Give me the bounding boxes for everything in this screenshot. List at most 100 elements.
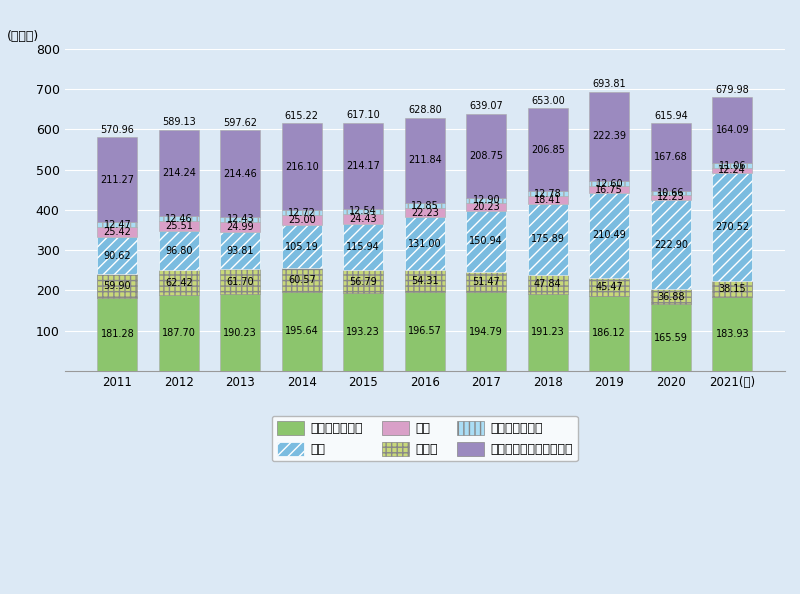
Text: 165.59: 165.59	[654, 333, 688, 343]
Bar	[159, 216, 199, 221]
Text: 167.68: 167.68	[654, 152, 688, 162]
Text: 24.99: 24.99	[226, 222, 254, 232]
Bar	[405, 217, 445, 270]
Bar	[712, 97, 752, 163]
Text: 270.52: 270.52	[715, 222, 750, 232]
Text: 214.17: 214.17	[346, 160, 380, 170]
Text: 12.78: 12.78	[534, 189, 562, 199]
Text: 222.90: 222.90	[654, 239, 688, 249]
Bar	[712, 168, 752, 173]
Bar	[650, 200, 690, 289]
Bar	[528, 294, 568, 371]
Text: 194.79: 194.79	[470, 327, 503, 337]
Text: 93.81: 93.81	[226, 245, 254, 255]
Bar	[159, 270, 199, 295]
Text: 216.10: 216.10	[285, 162, 318, 172]
Bar	[220, 232, 260, 270]
Bar	[343, 208, 383, 214]
Text: 60.57: 60.57	[288, 275, 316, 285]
Text: 12.90: 12.90	[473, 195, 500, 206]
Text: 24.43: 24.43	[350, 214, 377, 224]
Bar	[405, 270, 445, 292]
Text: 62.42: 62.42	[165, 278, 193, 287]
Bar	[528, 274, 568, 294]
Text: 150.94: 150.94	[470, 236, 503, 247]
Bar	[98, 222, 138, 227]
Text: 90.62: 90.62	[103, 251, 131, 261]
Bar	[405, 203, 445, 208]
Bar	[220, 222, 260, 232]
Text: 131.00: 131.00	[408, 239, 442, 248]
Bar	[466, 211, 506, 272]
Bar	[220, 217, 260, 222]
Bar	[282, 210, 322, 216]
Bar	[220, 294, 260, 371]
Text: 570.96: 570.96	[100, 125, 134, 135]
Bar	[466, 272, 506, 292]
Bar	[159, 295, 199, 371]
Text: 617.10: 617.10	[346, 110, 380, 120]
Bar	[405, 208, 445, 217]
Bar	[282, 226, 322, 268]
Bar	[466, 203, 506, 211]
Bar	[220, 131, 260, 217]
Bar	[712, 282, 752, 297]
Text: 12.54: 12.54	[350, 206, 377, 216]
Bar	[712, 163, 752, 168]
Bar	[343, 223, 383, 270]
Text: 12.43: 12.43	[226, 214, 254, 224]
Text: 615.94: 615.94	[654, 110, 688, 121]
Bar	[282, 268, 322, 292]
Bar	[405, 292, 445, 371]
Bar	[650, 304, 690, 371]
Text: 628.80: 628.80	[408, 106, 442, 115]
Bar	[282, 216, 322, 226]
Bar	[405, 118, 445, 203]
Bar	[159, 221, 199, 231]
Text: 679.98: 679.98	[715, 85, 749, 95]
Text: 10.66: 10.66	[657, 188, 685, 198]
Bar	[282, 292, 322, 371]
Text: 12.24: 12.24	[718, 165, 746, 175]
Text: 12.23: 12.23	[657, 192, 685, 203]
Text: 12.47: 12.47	[103, 220, 131, 230]
Text: 186.12: 186.12	[593, 328, 626, 339]
Text: 115.94: 115.94	[346, 242, 380, 252]
Text: 187.70: 187.70	[162, 328, 196, 338]
Bar	[343, 214, 383, 223]
Bar	[466, 114, 506, 198]
Bar	[712, 173, 752, 282]
Text: 589.13: 589.13	[162, 118, 196, 127]
Bar	[590, 277, 630, 296]
Text: 211.27: 211.27	[100, 175, 134, 185]
Text: 210.49: 210.49	[593, 230, 626, 241]
Bar	[466, 292, 506, 371]
Bar	[220, 270, 260, 294]
Bar	[528, 191, 568, 197]
Bar	[343, 270, 383, 293]
Text: 12.60: 12.60	[595, 179, 623, 189]
Text: 222.39: 222.39	[592, 131, 626, 141]
Text: 12.72: 12.72	[288, 208, 316, 218]
Bar	[343, 122, 383, 208]
Text: 175.89: 175.89	[531, 234, 565, 244]
Bar	[528, 108, 568, 191]
Bar	[466, 198, 506, 203]
Text: 208.75: 208.75	[470, 151, 503, 161]
Text: 59.90: 59.90	[103, 281, 131, 291]
Text: 47.84: 47.84	[534, 279, 562, 289]
Text: 190.23: 190.23	[223, 327, 257, 337]
Text: 164.09: 164.09	[715, 125, 749, 135]
Text: 16.75: 16.75	[595, 185, 623, 195]
Bar	[159, 231, 199, 270]
Bar	[590, 296, 630, 371]
Text: 20.23: 20.23	[473, 202, 500, 212]
Text: 61.70: 61.70	[226, 277, 254, 287]
Bar	[528, 197, 568, 204]
Text: 56.79: 56.79	[350, 277, 377, 287]
Bar	[650, 289, 690, 304]
Text: 211.84: 211.84	[408, 156, 442, 166]
Text: 25.42: 25.42	[103, 228, 131, 237]
Bar	[98, 238, 138, 274]
Text: (百億円): (百億円)	[7, 30, 39, 43]
